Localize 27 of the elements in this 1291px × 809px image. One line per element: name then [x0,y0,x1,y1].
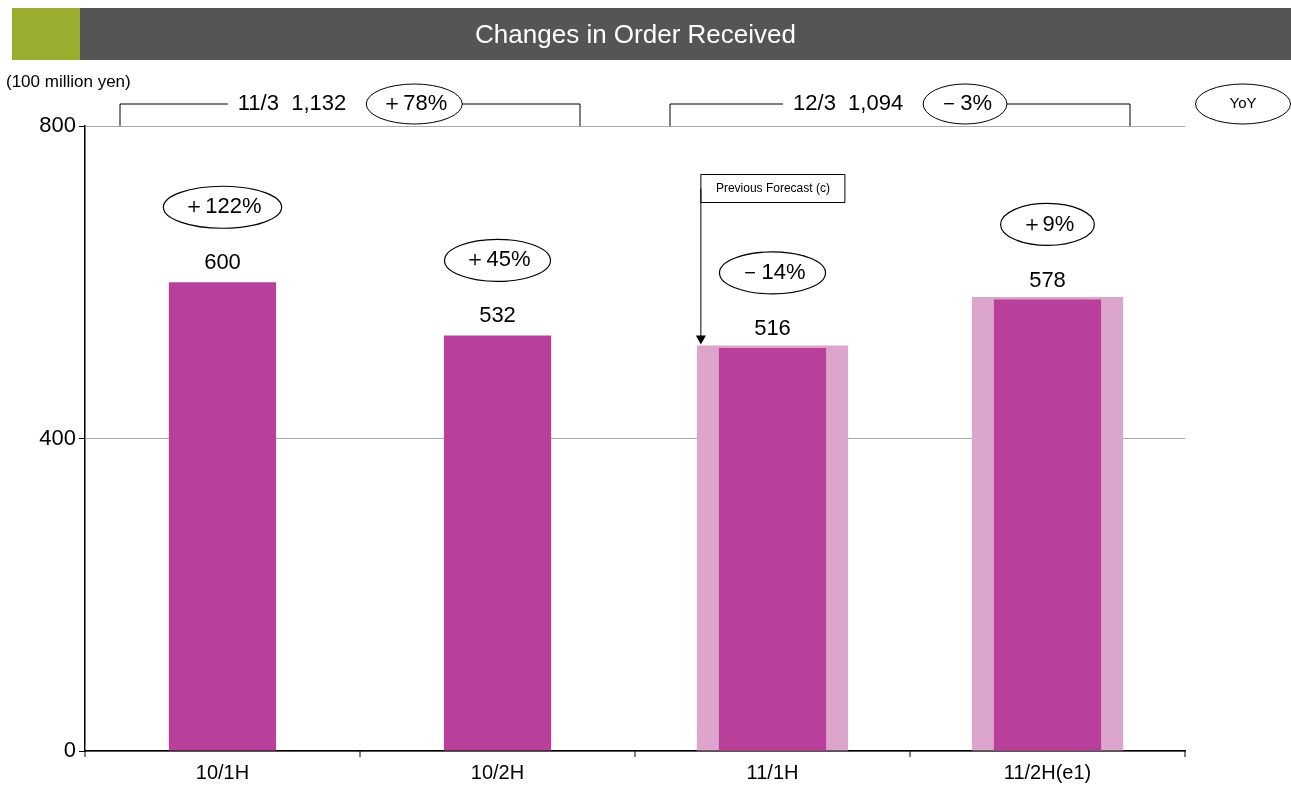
text: Previous Forecast (c) [715,180,830,195]
x-tick-label: 11/2H(e1) [1003,760,1092,783]
y-tick-label: 800 [39,112,76,138]
bar [718,347,827,751]
data-label: 578 [1029,266,1066,292]
bar [443,335,552,751]
text: ＋78% [381,90,448,116]
text: YoY [1229,94,1257,112]
text: 12/3 1,094 [793,90,904,116]
x-tick-label: 10/1H [195,760,250,783]
y-tick-label: 0 [63,737,76,763]
y-tick-label: 400 [39,424,76,450]
chart-title: Changes in Order Received [474,18,797,51]
annotation: ＋45% [464,246,531,272]
annotation: ＋122% [183,193,262,219]
bar [993,299,1102,751]
bar [168,282,277,751]
annotation: ＋9% [1020,210,1075,236]
x-tick-label: 10/2H [470,760,525,783]
text: 11/3 1,132 [237,90,347,116]
data-label: 532 [479,302,516,328]
y-axis-title: (100 million yen) [6,71,131,91]
annotation: －14% [739,258,806,284]
data-label: 516 [754,314,791,340]
x-tick-label: 11/1H [746,760,799,783]
text: －3% [938,90,992,116]
data-label: 600 [204,249,241,275]
